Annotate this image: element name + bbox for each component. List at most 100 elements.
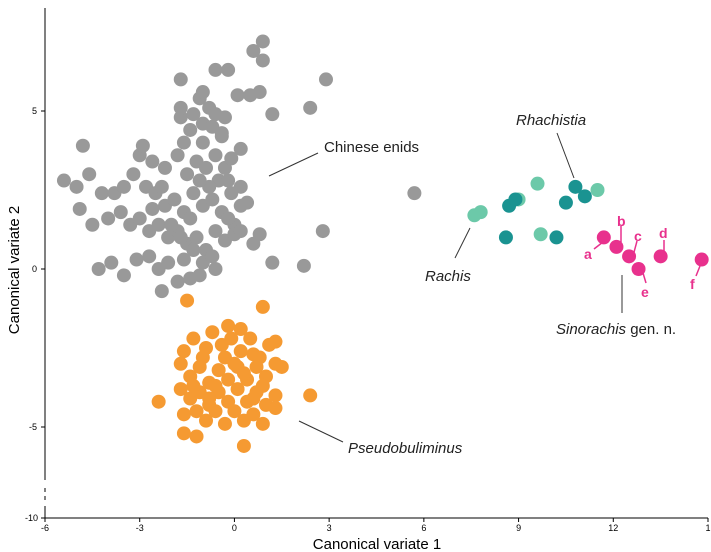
leader-lines (268, 132, 701, 443)
leader-rachis (454, 227, 471, 259)
point-chinese-enids (195, 85, 210, 100)
y-axis-title: Canonical variate 2 (6, 206, 23, 334)
point-rachis (590, 183, 605, 197)
x-tick-label: 1 (705, 523, 710, 533)
point-chinese-enids (82, 167, 97, 182)
point-chinese-enids (199, 160, 214, 175)
point-pseudobuliminus (236, 366, 251, 381)
leader-letter-a (593, 241, 604, 250)
point-chinese-enids (132, 211, 147, 226)
point-rhachistia (568, 179, 583, 194)
point-pseudobuliminus (255, 378, 270, 393)
point-chinese-enids (224, 151, 239, 166)
point-pseudobuliminus (202, 391, 217, 406)
point-rachis (533, 227, 548, 242)
point-chinese-enids (265, 107, 280, 122)
point-pseudobuliminus (227, 356, 242, 371)
point-rachis (530, 176, 545, 191)
point-pseudobuliminus (274, 359, 289, 374)
point-chinese-enids (167, 192, 182, 207)
point-chinese-enids (151, 217, 166, 232)
point-chinese-enids (205, 192, 220, 207)
point-pseudobuliminus (233, 322, 248, 337)
point-chinese-enids (101, 211, 116, 226)
point-pseudobuliminus (192, 359, 207, 374)
point-pseudobuliminus (151, 394, 166, 409)
point-pseudobuliminus (173, 356, 188, 371)
point-pseudobuliminus (221, 318, 236, 333)
point-pseudobuliminus (236, 438, 251, 453)
point-chinese-enids (173, 72, 188, 87)
point-pseudobuliminus (180, 293, 195, 308)
point-chinese-enids (56, 173, 71, 188)
point-chinese-enids (135, 138, 150, 153)
point-chinese-enids (180, 167, 195, 182)
point-pseudobuliminus (176, 407, 191, 422)
point-chinese-enids (173, 230, 188, 245)
point-chinese-enids (208, 262, 223, 276)
point-sinorachis-gen-n (622, 249, 637, 264)
point-chinese-enids (186, 243, 201, 258)
point-rhachistia (508, 192, 523, 207)
point-pseudobuliminus (246, 407, 261, 422)
point-chinese-enids (186, 107, 201, 122)
point-sinorachis-gen-n (596, 230, 611, 245)
point-rhachistia (549, 230, 564, 245)
point-pseudobuliminus (227, 404, 242, 419)
y-tick-label: -5 (29, 422, 37, 432)
point-pseudobuliminus (189, 404, 204, 419)
point-chinese-enids (315, 224, 330, 239)
x-tick-label: 6 (421, 523, 426, 533)
point-pseudobuliminus (249, 359, 264, 374)
point-pseudobuliminus (268, 401, 283, 416)
point-chinese-enids (233, 141, 248, 156)
point-letter-f: f (690, 276, 695, 292)
point-chinese-enids (173, 100, 188, 115)
point-chinese-enids (246, 236, 261, 251)
point-rachis (473, 205, 488, 220)
point-chinese-enids (183, 211, 198, 226)
point-pseudobuliminus (246, 391, 261, 406)
point-pseudobuliminus (233, 344, 248, 359)
point-pseudobuliminus (303, 388, 318, 403)
point-pseudobuliminus (268, 388, 283, 403)
ticks: -6 -3 0 3 6 9 12 1 -5 0 5 -10 (25, 106, 711, 533)
point-chinese-enids (161, 255, 176, 270)
point-chinese-enids (154, 284, 169, 299)
point-chinese-enids (407, 186, 422, 201)
x-tick-label: 9 (516, 523, 521, 533)
point-pseudobuliminus (268, 334, 283, 349)
point-chinese-enids (303, 100, 318, 115)
point-chinese-enids (145, 201, 160, 216)
leader-chinese-enids (268, 152, 319, 177)
point-chinese-enids (129, 252, 144, 267)
x-tick-label: 3 (327, 523, 332, 533)
point-rhachistia (577, 189, 592, 204)
annotation-rachis: Rachis (425, 268, 471, 285)
point-chinese-enids (221, 173, 236, 188)
point-pseudobuliminus (189, 429, 204, 444)
point-chinese-enids (126, 167, 141, 182)
point-chinese-enids (233, 224, 248, 239)
point-chinese-enids (176, 135, 191, 150)
point-chinese-enids (208, 62, 223, 77)
point-pseudobuliminus (217, 416, 232, 431)
point-chinese-enids (318, 72, 333, 87)
point-rhachistia (498, 230, 513, 245)
point-chinese-enids (214, 126, 229, 141)
x-tick-label: -6 (41, 523, 49, 533)
point-pseudobuliminus (255, 416, 270, 431)
leader-rhachistia (556, 132, 575, 179)
point-pseudobuliminus (243, 331, 258, 346)
point-chinese-enids (246, 43, 261, 58)
point-rhachistia (558, 195, 573, 210)
point-letter-e: e (641, 284, 649, 300)
point-chinese-enids (170, 274, 185, 289)
y-tick-label: 0 (32, 264, 37, 274)
point-pseudobuliminus (176, 426, 191, 441)
point-chinese-enids (85, 217, 100, 232)
x-tick-label: -3 (136, 523, 144, 533)
point-pseudobuliminus (186, 378, 201, 393)
point-letter-d: d (659, 225, 668, 241)
